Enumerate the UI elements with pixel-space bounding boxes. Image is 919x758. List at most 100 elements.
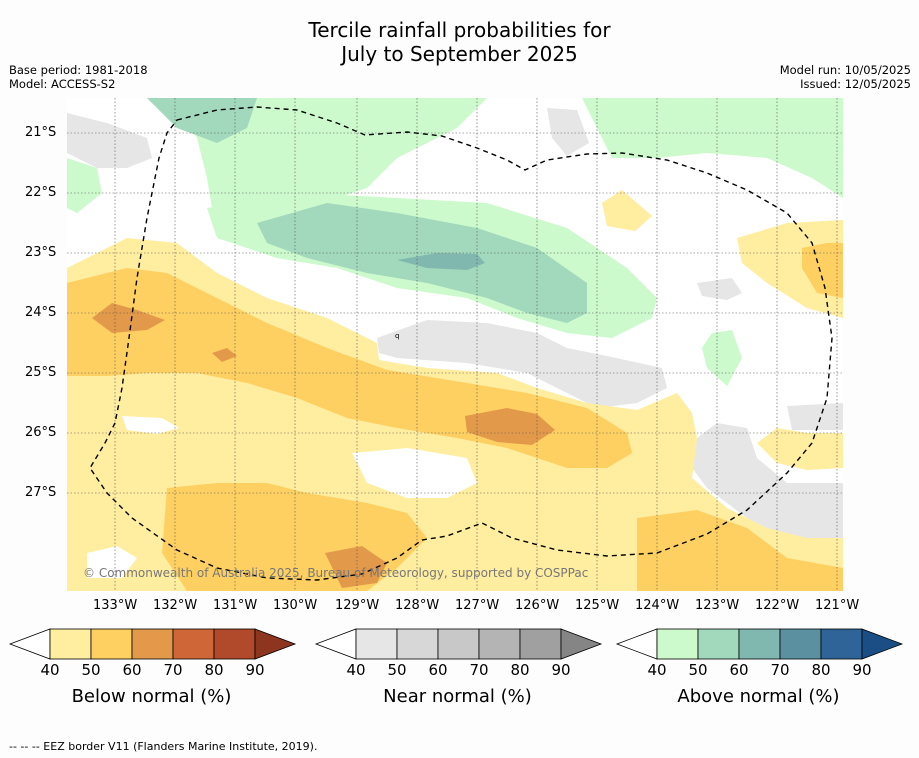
below-normal-region (325, 546, 387, 588)
colorbar-tick-label: 80 (510, 661, 530, 679)
near-normal-region (377, 320, 667, 408)
meta-left: Base period: 1981-2018 Model: ACCESS-S2 (9, 63, 148, 91)
colorbar-segment (396, 628, 439, 660)
latitude-tick-label: 26°S (25, 425, 57, 440)
colorbar-segment (355, 628, 398, 660)
near-normal-region (697, 278, 742, 300)
colorbar-segment (779, 628, 822, 660)
above-normal-region (397, 253, 485, 270)
colorbars (8, 628, 904, 660)
issued-date: Issued: 12/05/2025 (800, 77, 911, 91)
near-normal-region (67, 113, 152, 168)
isolated-label: q (395, 332, 399, 340)
near-normal-region (787, 403, 843, 430)
colorbar-tick-label: 70 (163, 661, 183, 679)
longitude-tick-label: 132°W (153, 598, 198, 613)
longitude-tick-label: 127°W (455, 598, 500, 613)
colorbar-tick-label: 90 (245, 661, 265, 679)
colorbar-segment (49, 628, 92, 660)
colorbar-tick-label: 40 (647, 661, 667, 679)
latitude-tick-label: 25°S (25, 365, 57, 380)
meta-right: Model run: 10/05/2025 Issued: 12/05/2025 (780, 63, 911, 91)
colorbar-tick-label: 40 (40, 661, 60, 679)
graticule (67, 98, 843, 591)
colorbar-segment (656, 628, 699, 660)
longitude-tick-label: 122°W (755, 598, 800, 613)
colorbar-below (8, 628, 297, 660)
below-normal-region (757, 428, 843, 470)
below-normal-region (637, 510, 843, 591)
no-signal-region (122, 416, 179, 434)
latitude-tick-label: 22°S (25, 185, 57, 200)
map-title: Tercile rainfall probabilities for July … (0, 18, 919, 66)
longitude-tick-label: 121°W (815, 598, 860, 613)
latitude-tick-label: 23°S (25, 245, 57, 260)
colorbar-segment (131, 628, 174, 660)
colorbar-label-above: Above normal (%) (677, 686, 840, 707)
near-normal-region (692, 423, 843, 538)
above-normal-region (702, 330, 742, 386)
colorbar-segment (90, 628, 133, 660)
longitude-tick-label: 131°W (213, 598, 258, 613)
colorbar-segment (437, 628, 480, 660)
above-normal-region (177, 98, 487, 218)
no-signal-region (352, 448, 477, 498)
colorbar-tick-label: 60 (729, 661, 749, 679)
latitude-tick-label: 24°S (25, 305, 57, 320)
longitude-tick-label: 129°W (335, 598, 380, 613)
rainfall-probability-map: q © Commonwealth of Australia 2025, Bure… (67, 98, 843, 591)
longitude-tick-label: 123°W (695, 598, 740, 613)
colorbar-segment (519, 628, 562, 660)
below-normal-region (92, 303, 165, 333)
colorbar-upper-extend (254, 628, 297, 660)
no-signal-region (87, 546, 137, 578)
below-normal-region (465, 408, 555, 445)
colorbar-tick-label: 60 (428, 661, 448, 679)
colorbar-tick-label: 50 (688, 661, 708, 679)
longitude-tick-label: 133°W (93, 598, 138, 613)
above-normal-region (67, 158, 102, 213)
colorbar-upper-extend (861, 628, 904, 660)
latitude-tick-label: 21°S (25, 125, 57, 140)
model-name: Model: ACCESS-S2 (9, 77, 116, 91)
colorbar-above (615, 628, 904, 660)
base-period: Base period: 1981-2018 (9, 63, 148, 77)
colorbar-tick-label: 60 (122, 661, 142, 679)
below-normal-region (212, 348, 237, 362)
colorbar-tick-label: 70 (770, 661, 790, 679)
eez-border (89, 106, 833, 581)
colorbar-near (314, 628, 603, 660)
colorbar-lower-extend (615, 628, 658, 660)
colorbar-label-near: Near normal (%) (383, 686, 532, 707)
title-line-1: Tercile rainfall probabilities for (308, 18, 611, 42)
latitude-tick-label: 27°S (25, 485, 57, 500)
colorbar-lower-extend (8, 628, 51, 660)
colorbar-segment (213, 628, 256, 660)
colorbar-tick-label: 80 (204, 661, 224, 679)
copyright-notice: © Commonwealth of Australia 2025, Bureau… (83, 566, 588, 580)
colorbar-upper-extend (560, 628, 603, 660)
longitude-tick-label: 126°W (515, 598, 560, 613)
colorbar-segment (820, 628, 863, 660)
colorbar-tick-label: 50 (387, 661, 407, 679)
colorbar-tick-label: 90 (852, 661, 872, 679)
eez-footnote: -- -- -- EEZ border V11 (Flanders Marine… (9, 740, 318, 753)
colorbar-tick-label: 70 (469, 661, 489, 679)
colorbar-tick-label: 80 (811, 661, 831, 679)
longitude-tick-label: 124°W (635, 598, 680, 613)
colorbar-label-below: Below normal (%) (71, 686, 232, 707)
below-normal-region (802, 243, 843, 298)
near-normal-region (547, 108, 589, 156)
longitude-tick-label: 128°W (395, 598, 440, 613)
colorbar-segment (738, 628, 781, 660)
title-line-2: July to September 2025 (341, 42, 578, 66)
colorbar-segment (697, 628, 740, 660)
below-normal-region (737, 220, 843, 318)
model-run: Model run: 10/05/2025 (779, 63, 911, 77)
colorbar-tick-label: 50 (81, 661, 101, 679)
longitude-tick-label: 130°W (273, 598, 318, 613)
longitude-tick-label: 125°W (575, 598, 620, 613)
above-normal-region (147, 98, 257, 143)
colorbar-tick-label: 40 (346, 661, 366, 679)
colorbar-segment (478, 628, 521, 660)
